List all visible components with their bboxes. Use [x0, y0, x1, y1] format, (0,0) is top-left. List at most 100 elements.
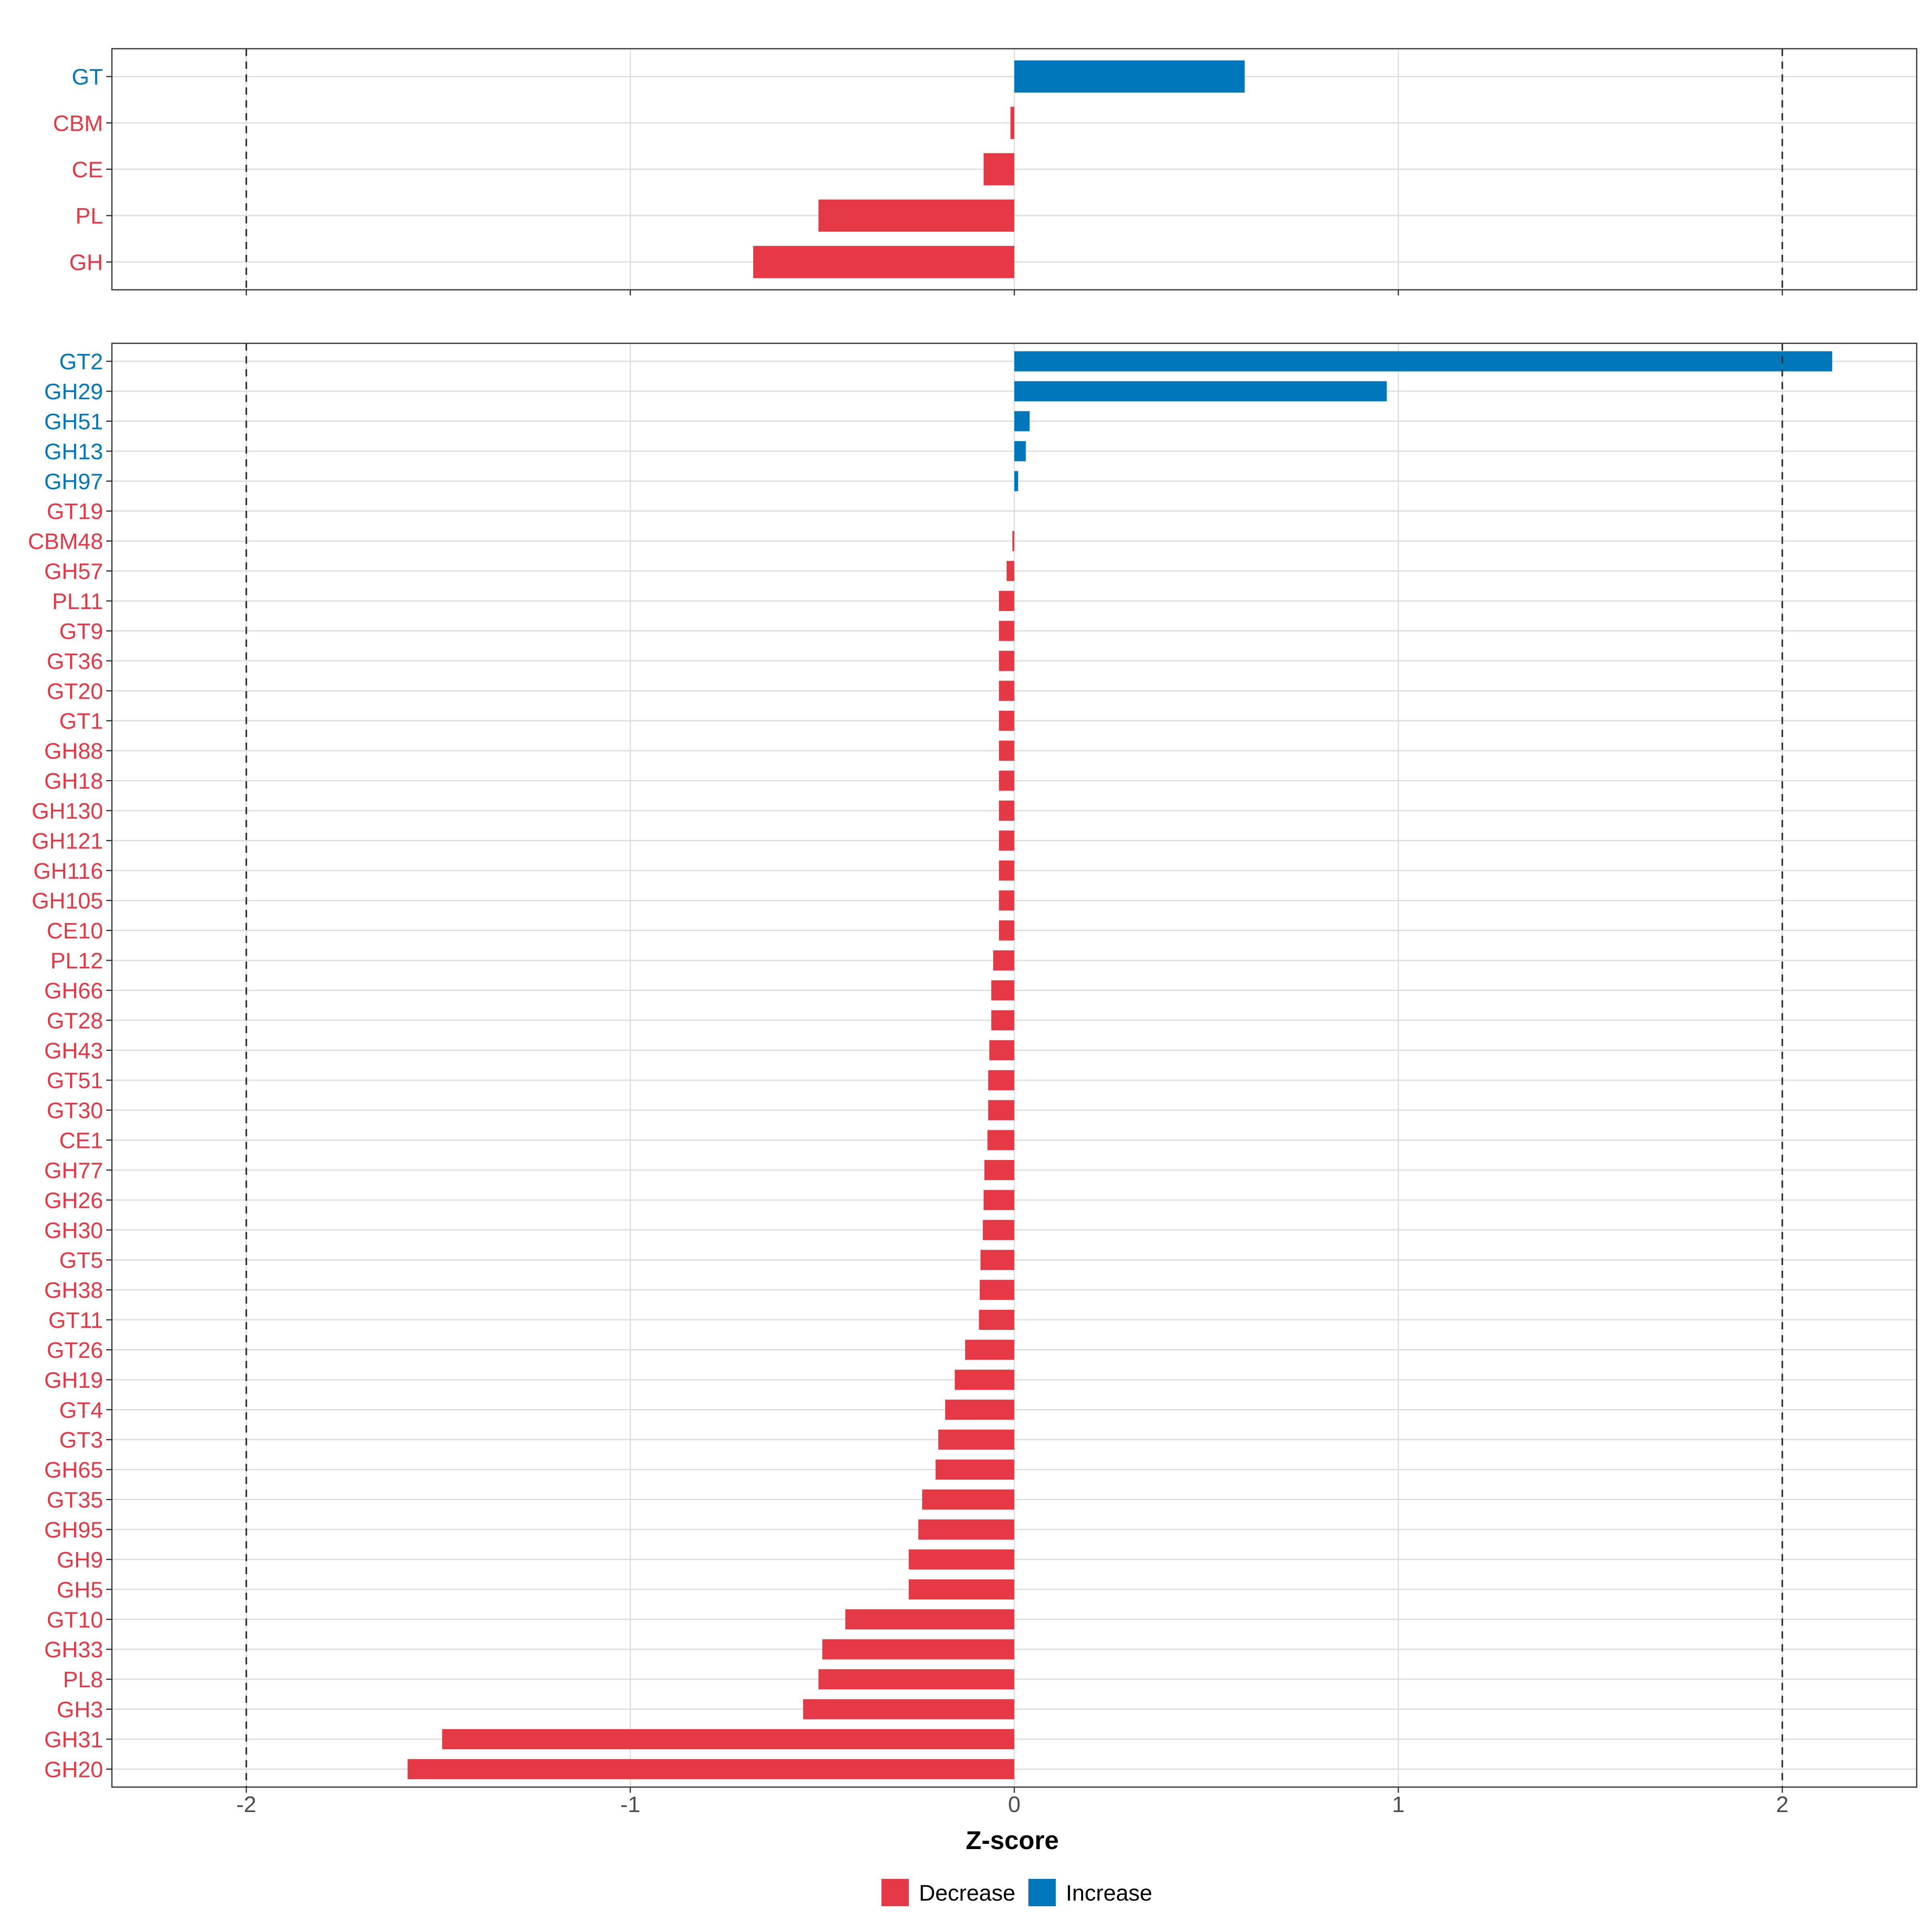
y-tick-label: GH33 — [44, 1637, 103, 1662]
y-tick-label: CBM — [53, 110, 103, 136]
x-tick-label: -1 — [620, 1792, 640, 1817]
y-tick-label: GT30 — [47, 1098, 103, 1123]
y-tick-label: GH51 — [44, 409, 103, 434]
bar-pl — [818, 199, 1014, 232]
y-tick-label: GT5 — [59, 1247, 103, 1273]
bar-gt10 — [845, 1609, 1014, 1630]
y-tick-label: GT36 — [47, 648, 103, 674]
bar-gh95 — [918, 1519, 1014, 1540]
bar-gt9 — [999, 621, 1014, 641]
bar-gt2 — [1014, 351, 1833, 372]
y-tick-label: GH88 — [44, 738, 103, 764]
bar-gh5 — [908, 1579, 1014, 1600]
y-tick-label: PL11 — [52, 588, 103, 614]
y-tick-label: GT2 — [59, 349, 103, 374]
legend-swatch-decrease — [881, 1879, 909, 1906]
bar-gh130 — [999, 800, 1014, 821]
bar-gh51 — [1014, 411, 1030, 431]
y-tick-label: GT — [72, 64, 103, 89]
y-tick-label: CE — [72, 157, 103, 182]
bar-gt28 — [991, 1010, 1014, 1030]
y-tick-label: GT10 — [47, 1607, 103, 1632]
y-tick-label: CE10 — [47, 918, 103, 943]
bar-cbm48 — [1012, 531, 1014, 551]
y-tick-label: GH5 — [57, 1577, 103, 1602]
bar-gh18 — [999, 770, 1014, 791]
y-tick-label: PL — [76, 203, 103, 229]
bar-gt26 — [965, 1340, 1014, 1360]
x-tick-label: 1 — [1392, 1792, 1404, 1817]
bar-gt3 — [938, 1429, 1014, 1450]
y-tick-label: GH65 — [44, 1457, 103, 1482]
legend: Decrease Increase — [881, 1879, 1152, 1906]
y-tick-label: GH97 — [44, 469, 103, 494]
y-tick-label: GT19 — [47, 499, 103, 524]
y-tick-label: GH — [69, 250, 103, 275]
bar-gh13 — [1014, 441, 1026, 461]
bar-pl8 — [818, 1669, 1014, 1690]
x-tick-label: -2 — [236, 1792, 256, 1817]
bar-ce1 — [987, 1130, 1014, 1150]
y-tick-label: GH29 — [44, 379, 103, 404]
bar-ce10 — [999, 920, 1014, 941]
y-tick-label: GH9 — [57, 1547, 103, 1572]
x-axis-title: Z-score — [966, 1826, 1059, 1855]
y-tick-label: GT3 — [59, 1427, 103, 1453]
x-tick-label: 2 — [1776, 1792, 1789, 1817]
bar-gh57 — [1006, 561, 1014, 581]
bar-gh97 — [1014, 471, 1018, 491]
y-tick-label: GH3 — [57, 1697, 103, 1722]
bar-gh33 — [822, 1639, 1014, 1660]
x-axis: -2 -1 0 1 2 — [236, 1792, 1789, 1817]
class-panel: GT CBM CE PL GH — [53, 48, 1918, 295]
bar-gt51 — [988, 1070, 1014, 1090]
y-tick-label: GH43 — [44, 1038, 103, 1063]
bar-gh3 — [803, 1699, 1014, 1719]
family-panel: GT2 GH29 GH51 GH13 GH97 GT19 CBM48 GH57 PL11 GT9 G… — [28, 343, 1918, 1793]
bar-gh26 — [983, 1190, 1014, 1210]
y-tick-label: PL12 — [50, 948, 103, 973]
y-tick-label: GT9 — [59, 618, 103, 644]
y-tick-label: GT11 — [48, 1307, 103, 1333]
y-tick-label: GH13 — [44, 439, 103, 464]
y-tick-label: GH66 — [44, 978, 103, 1003]
y-tick-label: GH121 — [32, 828, 103, 853]
y-tick-label: GH57 — [44, 559, 103, 584]
bar-gt11 — [979, 1310, 1014, 1330]
y-tick-label: PL8 — [63, 1667, 103, 1692]
bar-gh121 — [999, 830, 1014, 851]
bar-gh — [753, 246, 1014, 278]
y-tick-label: GT1 — [59, 708, 103, 734]
y-tick-label: GH38 — [44, 1278, 103, 1303]
bar-gt20 — [999, 681, 1014, 701]
y-tick-label: GT26 — [47, 1337, 103, 1362]
bar-gh77 — [984, 1160, 1014, 1180]
bar-gh31 — [442, 1729, 1014, 1749]
legend-label-decrease: Decrease — [919, 1880, 1016, 1905]
bar-gh43 — [989, 1040, 1014, 1061]
bar-gt35 — [922, 1489, 1014, 1510]
bar-gh66 — [991, 980, 1014, 1001]
y-tick-label: GT51 — [47, 1068, 103, 1093]
bar-pl11 — [999, 591, 1014, 611]
y-tick-label: GH18 — [44, 768, 103, 794]
legend-swatch-increase — [1028, 1879, 1056, 1906]
y-tick-label: GT20 — [47, 678, 103, 704]
y-tick-label: CE1 — [59, 1128, 103, 1153]
bar-gh29 — [1014, 381, 1387, 402]
bar-gt1 — [999, 710, 1014, 731]
y-tick-label: GH130 — [32, 798, 103, 824]
y-tick-label: GH31 — [44, 1727, 103, 1752]
bar-gt4 — [945, 1399, 1014, 1420]
bar-gh20 — [407, 1759, 1014, 1779]
bar-gt5 — [980, 1250, 1014, 1270]
y-tick-label: GH77 — [44, 1158, 103, 1183]
x-tick-label: 0 — [1008, 1792, 1020, 1817]
y-tick-label: GH95 — [44, 1517, 103, 1542]
y-tick-label: GH19 — [44, 1367, 103, 1393]
bar-gh105 — [999, 890, 1014, 911]
y-tick-label: GT35 — [47, 1487, 103, 1513]
y-tick-label: GH105 — [32, 888, 103, 913]
bar-ce — [983, 153, 1014, 186]
